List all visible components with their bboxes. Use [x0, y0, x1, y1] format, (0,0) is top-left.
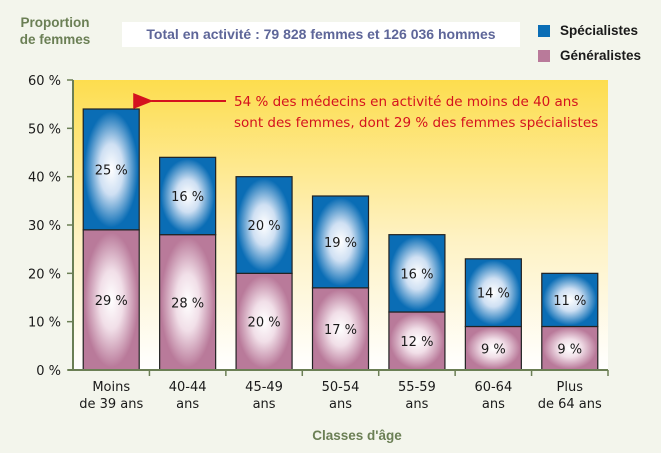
x-tick-label: 50-54	[322, 380, 360, 395]
y-tick-label: 20 %	[28, 267, 61, 282]
x-tick-label: ans	[253, 397, 276, 412]
annotation-text: 54 % des médecins en activité de moins d…	[234, 94, 578, 110]
legend-label-generalistes: Généralistes	[560, 48, 642, 63]
y-tick-label: 60 %	[28, 74, 61, 89]
y-tick-label: 0 %	[36, 364, 61, 379]
bar-generalistes	[311, 287, 370, 371]
x-tick-label: 45-49	[245, 380, 283, 395]
x-tick-label: Plus	[557, 380, 584, 395]
bar-label-specialistes: 25 %	[95, 163, 128, 178]
y-tick-label: 50 %	[28, 122, 61, 137]
x-tick-label: 40-44	[169, 380, 207, 395]
x-tick-label: de 64 ans	[538, 397, 602, 412]
y-tick-label: 30 %	[28, 219, 61, 234]
legend: Spécialistes Généralistes	[538, 18, 641, 68]
bar-specialistes	[388, 234, 446, 313]
bar-label-generalistes: 28 %	[171, 296, 204, 311]
legend-swatch-specialistes	[538, 24, 550, 37]
bar-specialistes	[464, 258, 522, 328]
bar-label-specialistes: 19 %	[324, 236, 357, 251]
y-axis-title-line-2: de femmes	[19, 32, 91, 47]
bar-label-specialistes: 11 %	[553, 294, 586, 309]
bar-label-specialistes: 16 %	[171, 190, 204, 205]
y-axis-title: Proportion de femmes	[10, 14, 100, 48]
x-tick-label: ans	[329, 397, 352, 412]
bar-label-specialistes: 16 %	[400, 267, 433, 282]
bar-generalistes	[541, 325, 599, 371]
bar-label-specialistes: 20 %	[248, 219, 281, 234]
bar-specialistes	[235, 176, 293, 274]
bar-label-generalistes: 9 %	[481, 342, 506, 357]
x-tick-label: 60-64	[474, 380, 512, 395]
annotation-text: sont des femmes, dont 29 % des femmes sp…	[234, 115, 598, 131]
bar-specialistes	[311, 195, 370, 289]
bar-specialistes	[159, 156, 217, 236]
x-axis-title: Classes d'âge	[312, 428, 402, 443]
y-tick-label: 40 %	[28, 171, 61, 186]
x-tick-label: ans	[482, 397, 505, 412]
bar-specialistes	[82, 108, 140, 231]
bar-label-generalistes: 12 %	[400, 335, 433, 350]
y-axis-title-line-1: Proportion	[20, 15, 90, 30]
legend-label-specialistes: Spécialistes	[560, 23, 639, 38]
x-tick-label: Moins	[92, 380, 130, 395]
legend-item-generalistes: Généralistes	[538, 43, 641, 68]
total-banner: Total en activité : 79 828 femmes et 126…	[122, 22, 520, 47]
x-tick-label: ans	[405, 397, 428, 412]
legend-item-specialistes: Spécialistes	[538, 18, 641, 43]
legend-swatch-generalistes	[538, 49, 550, 62]
x-tick-label: de 39 ans	[79, 397, 143, 412]
bar-label-generalistes: 9 %	[557, 342, 582, 357]
bar-label-generalistes: 29 %	[95, 294, 128, 309]
bar-specialistes	[541, 272, 599, 328]
x-tick-label: ans	[176, 397, 199, 412]
bar-label-generalistes: 20 %	[248, 316, 281, 331]
bar-label-generalistes: 17 %	[324, 323, 357, 338]
bar-label-specialistes: 14 %	[477, 287, 510, 302]
y-tick-label: 10 %	[28, 316, 61, 331]
x-tick-label: 55-59	[398, 380, 436, 395]
